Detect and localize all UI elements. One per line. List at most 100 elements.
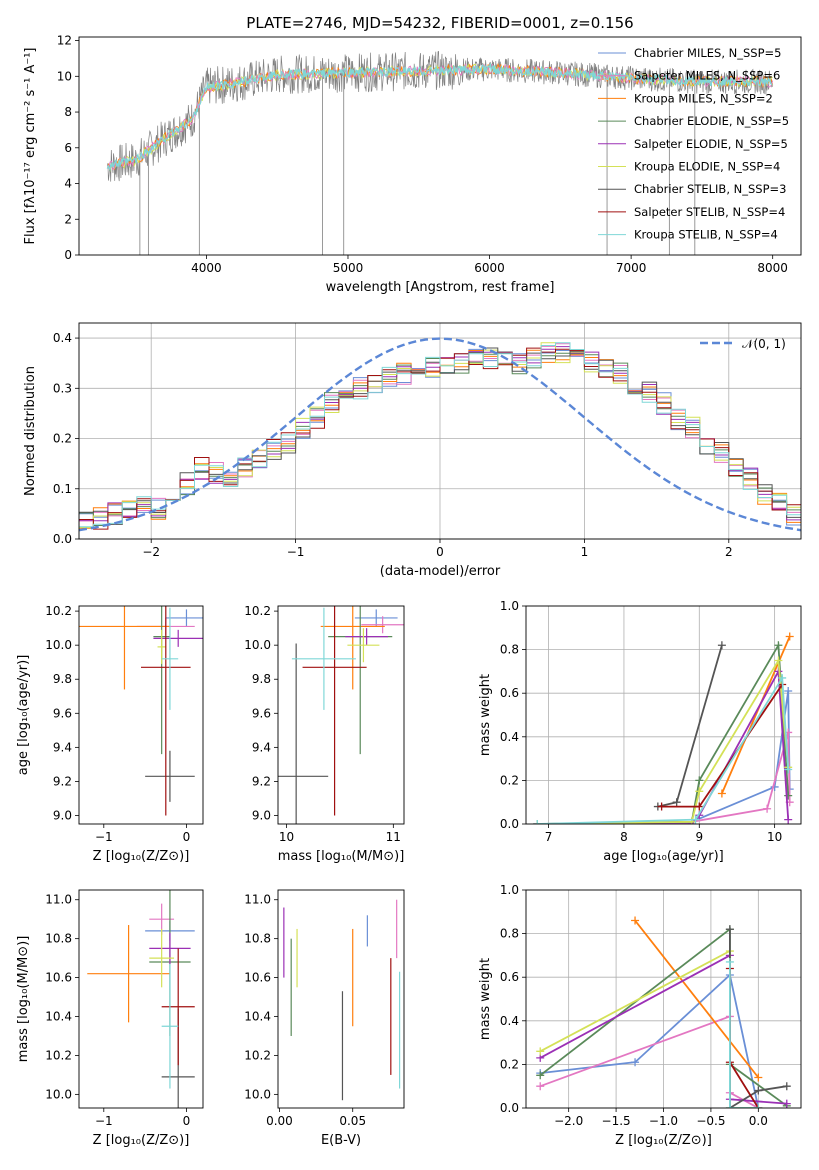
x-tick-label: 0 xyxy=(436,545,444,559)
axes-frame xyxy=(277,889,405,1109)
x-tick-label: 0 xyxy=(183,1114,191,1128)
y-tick-label: 0.8 xyxy=(500,643,519,657)
y-tick-label: 10.0 xyxy=(45,638,72,652)
y-tick-label: 0.2 xyxy=(53,432,72,446)
weight-marker xyxy=(536,1082,545,1091)
x-axis-label: Z [log₁₀(Z/Z⊙)] xyxy=(93,1133,190,1148)
y-tick-label: 9.4 xyxy=(252,740,271,754)
y-tick-label: 10.2 xyxy=(244,1048,271,1062)
weight-marker xyxy=(785,632,794,641)
panel-mass-vs-Z: −1 0 10.0 10.2 10.4 10.6 10.8 11.0 Z [log₁₀(Z/Z⊙… xyxy=(16,889,204,1148)
weight-line xyxy=(540,973,760,1108)
y-axis-label: Flux [fλ10⁻¹⁷ erg cm⁻² s⁻¹ A⁻¹] xyxy=(23,48,38,245)
legend-entry: Kroupa ELODIE, N_SSP=4 xyxy=(634,160,780,174)
x-tick-label: −2.0 xyxy=(554,1114,583,1128)
legend-entry: Chabrier STELIB, N_SSP=3 xyxy=(634,182,786,196)
y-tick-label: 10 xyxy=(57,69,72,83)
x-tick-label: 0.05 xyxy=(339,1114,366,1128)
y-tick-label: 6 xyxy=(64,141,72,155)
weight-marker xyxy=(782,1082,791,1091)
weight-marker xyxy=(774,656,783,665)
x-tick-label: 11 xyxy=(386,830,401,844)
x-tick-label: 5000 xyxy=(333,261,364,275)
y-tick-label: 0.4 xyxy=(500,730,519,744)
x-tick-label: 10 xyxy=(767,830,782,844)
weight-marker xyxy=(784,687,793,696)
panel-age-vs-Z: −1 0 9.0 9.2 9.4 9.6 9.8 10.0 10.2 Z [log₁₀(Z/Z⊙)… xyxy=(16,604,204,864)
x-tick-label: 6000 xyxy=(474,261,505,275)
y-tick-label: 1.0 xyxy=(500,599,519,613)
y-tick-label: 9.6 xyxy=(53,706,72,720)
weight-marker xyxy=(784,765,793,774)
x-tick-label: 7000 xyxy=(616,261,647,275)
x-tick-label: −2 xyxy=(142,545,160,559)
weight-marker xyxy=(695,787,704,796)
weight-marker xyxy=(631,1058,640,1067)
legend-entry: Salpeter STELIB, N_SSP=4 xyxy=(634,205,785,219)
y-tick-label: 0.0 xyxy=(500,817,519,831)
y-tick-label: 9.8 xyxy=(53,672,72,686)
x-tick-label: −1.5 xyxy=(602,1114,631,1128)
weight-marker xyxy=(754,1086,763,1095)
x-tick-label: 4000 xyxy=(191,261,222,275)
weight-marker xyxy=(725,957,734,966)
x-tick-label: −1 xyxy=(287,545,305,559)
y-tick-label: 12 xyxy=(57,34,72,48)
weight-marker xyxy=(536,1071,545,1080)
weight-marker xyxy=(754,1104,763,1108)
x-tick-label: 9 xyxy=(695,830,703,844)
y-tick-label: 0.6 xyxy=(500,686,519,700)
weight-line xyxy=(729,961,759,1108)
weight-marker xyxy=(691,815,700,824)
weight-marker xyxy=(778,673,787,682)
y-tick-label: 0.0 xyxy=(53,532,72,546)
legend-entry: Kroupa STELIB, N_SSP=4 xyxy=(634,228,778,242)
x-axis-label: age [log₁₀(age/yr)] xyxy=(603,849,724,864)
y-tick-label: 10.4 xyxy=(45,1010,72,1024)
weight-marker xyxy=(695,776,704,785)
x-tick-label: 2 xyxy=(725,545,733,559)
x-tick-label: 8000 xyxy=(757,261,788,275)
weight-marker xyxy=(533,820,542,824)
weight-marker xyxy=(672,798,681,807)
y-tick-label: 0.6 xyxy=(500,970,519,984)
y-tick-label: 9.2 xyxy=(53,774,72,788)
y-tick-label: 9.8 xyxy=(252,672,271,686)
gaussian-curve xyxy=(79,337,801,532)
x-tick-label: 8 xyxy=(620,830,628,844)
y-tick-label: 0.2 xyxy=(500,773,519,787)
weight-marker xyxy=(717,641,726,650)
axes-frame xyxy=(78,605,204,825)
weight-marker xyxy=(784,815,793,824)
y-axis-label: Normed distribution xyxy=(23,366,38,496)
x-tick-label: −1 xyxy=(95,1114,113,1128)
x-axis-label: wavelength [Angstrom, rest frame] xyxy=(326,280,555,295)
y-tick-label: 10.2 xyxy=(244,604,271,618)
y-tick-label: 2 xyxy=(64,212,72,226)
weight-marker xyxy=(725,925,734,934)
y-tick-label: 8 xyxy=(64,105,72,119)
panel-mass-weight-vs-age: 7 8 9 10 0.0 0.2 0.4 0.6 0.8 1.0 age [log₁₀(age/yr… xyxy=(478,599,802,864)
weight-marker xyxy=(754,1073,763,1082)
weight-marker xyxy=(631,916,640,925)
y-tick-label: 10.6 xyxy=(244,971,271,985)
weight-marker xyxy=(657,802,666,811)
y-tick-label: 10.8 xyxy=(45,932,72,946)
y-tick-label: 10.2 xyxy=(45,1048,72,1062)
x-axis-label: Z [log₁₀(Z/Z⊙)] xyxy=(93,849,190,864)
y-tick-label: 0.4 xyxy=(53,331,72,345)
weight-marker xyxy=(717,789,726,798)
panel-residuals: −2 −1 0 1 2 0.0 0.1 0.2 0.3 0.4 (data-model)/error… xyxy=(23,322,802,579)
y-tick-label: 9.0 xyxy=(252,808,271,822)
y-tick-label: 9.2 xyxy=(252,774,271,788)
legend-entry: Salpeter MILES, N_SSP=6 xyxy=(634,69,780,83)
y-tick-label: 11.0 xyxy=(244,893,271,907)
x-tick-label: −1.0 xyxy=(649,1114,678,1128)
weight-marker xyxy=(725,1104,734,1108)
x-axis-label: E(B-V) xyxy=(321,1133,361,1148)
y-tick-label: 0.1 xyxy=(53,482,72,496)
x-axis-label: (data-model)/error xyxy=(380,564,501,579)
axes-frame xyxy=(78,322,802,540)
